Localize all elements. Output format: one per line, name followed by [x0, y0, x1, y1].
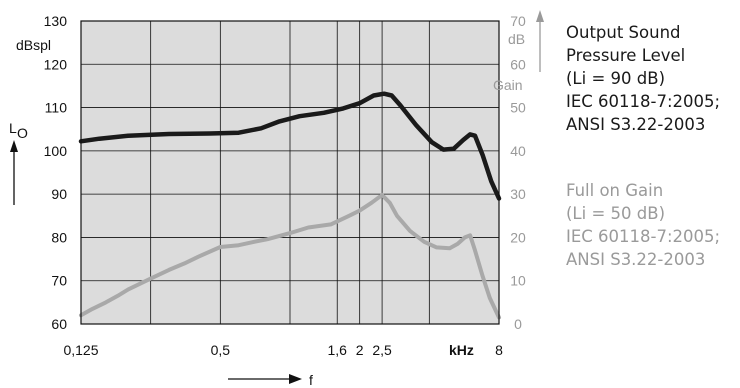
left-tick-label: 90	[51, 186, 67, 202]
series-output-spl	[78, 91, 502, 201]
right-tick-label: 70	[510, 13, 526, 29]
left-tick-label: 60	[51, 316, 67, 332]
x-axis-unit: kHz	[449, 342, 474, 358]
x-tick-label: 2,5	[372, 342, 392, 358]
left-axis-symbol-sub: O	[17, 125, 28, 141]
right-tick-label: 40	[510, 143, 526, 159]
legend-gain-line: ANSI S3.22-2003	[566, 250, 706, 269]
left-axis-unit: dBspl	[16, 37, 51, 53]
right-tick-label: 60	[510, 56, 526, 72]
right-axis-unit: dB	[508, 31, 525, 47]
x-tick-label: 2	[356, 342, 364, 358]
x-axis-label: f	[309, 372, 313, 388]
right-tick-label: 20	[510, 229, 526, 245]
plot-frame	[80, 20, 500, 325]
left-tick-label: 130	[44, 13, 68, 29]
right-tick-label: 0	[514, 316, 522, 332]
right-tick-label: 50	[510, 100, 526, 116]
legend-gain-line: IEC 60118-7:2005;	[566, 227, 721, 246]
series-layer	[78, 91, 502, 320]
left-tick-label: 120	[44, 56, 68, 72]
left-tick-label: 100	[44, 143, 68, 159]
legend-gain-line: (Li = 50 dB)	[566, 204, 665, 223]
legend-gain-line: Full on Gain	[566, 181, 664, 200]
legend-gain: Full on Gain (Li = 50 dB) IEC 60118-7:20…	[566, 179, 720, 271]
left-axis-ticks: 60 70 80 90 100 110 120 130	[44, 13, 68, 332]
right-axis-label: Gain	[493, 77, 523, 93]
legend-output-line: Output Sound	[566, 23, 681, 42]
legend-output-line: Pressure Level	[566, 46, 686, 65]
left-tick-label: 110	[45, 100, 68, 116]
x-tick-label: 8	[495, 342, 503, 358]
left-axis-arrow-head	[10, 140, 18, 152]
left-axis-symbol: L	[9, 120, 17, 136]
left-tick-label: 80	[51, 229, 67, 245]
series-full-on-gain	[79, 193, 501, 320]
x-tick-label: 0,125	[63, 342, 98, 358]
x-axis-arrow-head	[289, 374, 302, 384]
legend-output-line: IEC 60118-7:2005;	[566, 92, 721, 111]
left-tick-label: 70	[51, 273, 67, 289]
right-axis-ticks: 0 10 20 30 40 50 60 70	[510, 13, 526, 332]
legend-output-line: ANSI S3.22-2003	[566, 115, 706, 134]
x-tick-label: 0,5	[211, 342, 231, 358]
legend-output-line: (Li = 90 dB)	[566, 69, 665, 88]
x-tick-label: 1,6	[328, 342, 348, 358]
right-tick-label: 30	[510, 186, 526, 202]
right-axis-arrow-head	[536, 10, 544, 22]
x-axis-ticks: 0,125 0,5 1,6 2 2,5 8	[63, 342, 503, 358]
right-tick-label: 10	[510, 273, 526, 289]
legend-output: Output Sound Pressure Level (Li = 90 dB)…	[566, 21, 720, 136]
